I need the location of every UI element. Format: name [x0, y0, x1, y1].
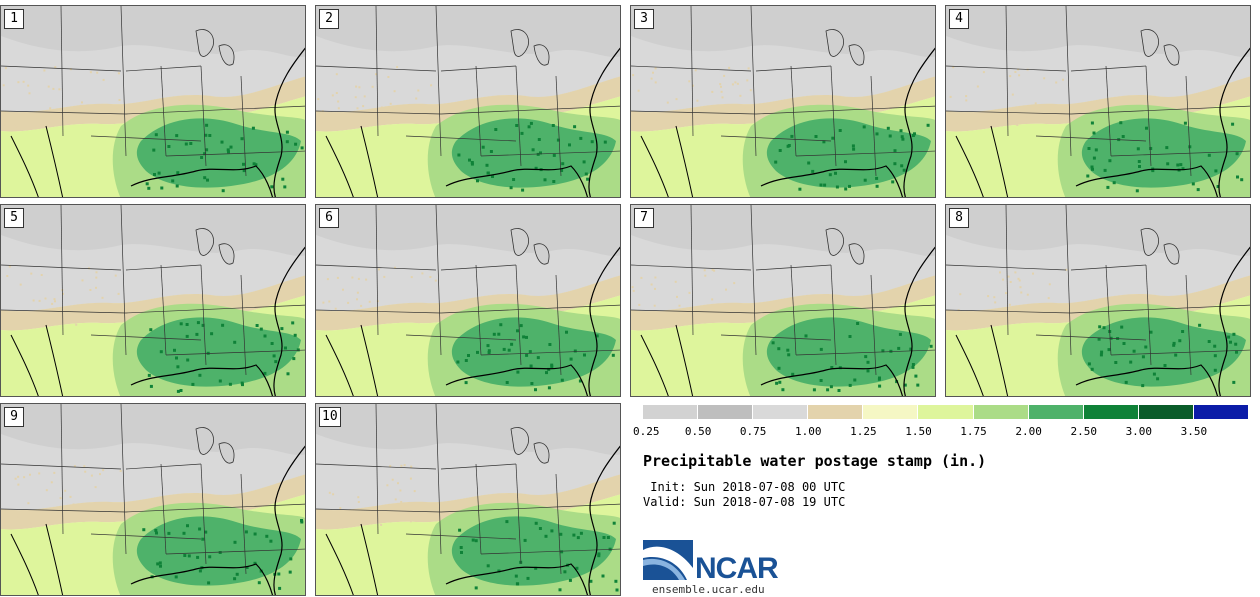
legend-swatch	[918, 405, 974, 419]
logo-url[interactable]: ensemble.ucar.edu	[652, 583, 765, 596]
legend-swatch	[1083, 405, 1139, 419]
legend-tick-label: 3.00	[1125, 425, 1153, 438]
stamp-map-10: 10	[315, 403, 621, 596]
legend-tick-label: 1.00	[795, 425, 822, 438]
legend-tick-label: 2.50	[1070, 425, 1097, 438]
logo-name: NCAR	[695, 552, 779, 585]
stamp-label: 5	[4, 208, 24, 228]
legend-swatch	[973, 405, 1029, 419]
ncar-logo-icon	[643, 540, 693, 580]
stamp-label: 1	[4, 9, 24, 29]
legend-swatch	[698, 405, 754, 419]
time-info: Init: Sun 2018-07-08 00 UTC Valid: Sun 2…	[643, 480, 845, 510]
stamp-map-4: 4	[945, 5, 1251, 198]
legend-swatch	[1138, 405, 1194, 419]
stamp-map-3: 3	[630, 5, 936, 198]
legend-swatch	[1193, 405, 1250, 419]
legend-swatch	[863, 405, 919, 419]
legend-tick-label: 1.75	[960, 425, 987, 438]
stamp-map-8: 8	[945, 204, 1251, 397]
legend-swatch	[643, 405, 699, 419]
stamp-map-1: 1	[0, 5, 306, 198]
stamp-label: 9	[4, 407, 24, 427]
stamp-label: 3	[634, 9, 654, 29]
legend-swatch	[753, 405, 809, 419]
chart-title: Precipitable water postage stamp (in.)	[643, 452, 987, 470]
legend-tick-label: 1.50	[905, 425, 932, 438]
stamp-map-6: 6	[315, 204, 621, 397]
stamp-label: 8	[949, 208, 969, 228]
stamp-label: 10	[319, 407, 341, 427]
legend-tick-label: 3.50	[1180, 425, 1208, 438]
stamp-map-5: 5	[0, 204, 306, 397]
color-legend	[643, 405, 1250, 419]
legend-tick-label: 0.25	[633, 425, 660, 438]
stamp-label: 4	[949, 9, 969, 29]
stamp-label: 6	[319, 208, 339, 228]
stamp-map-7: 7	[630, 204, 936, 397]
legend-swatch	[1028, 405, 1084, 419]
legend-tick-label: 2.00	[1015, 425, 1042, 438]
init-time: Init: Sun 2018-07-08 00 UTC	[643, 480, 846, 494]
legend-tick-label: 1.25	[850, 425, 877, 438]
stamp-label: 7	[634, 208, 654, 228]
stamp-map-9: 9	[0, 403, 306, 596]
stamp-label: 2	[319, 9, 339, 29]
legend-tick-label: 0.50	[684, 425, 712, 438]
legend-tick-label: 0.75	[739, 425, 767, 438]
legend-swatch	[808, 405, 864, 419]
valid-time: Valid: Sun 2018-07-08 19 UTC	[643, 495, 846, 509]
stamp-map-2: 2	[315, 5, 621, 198]
